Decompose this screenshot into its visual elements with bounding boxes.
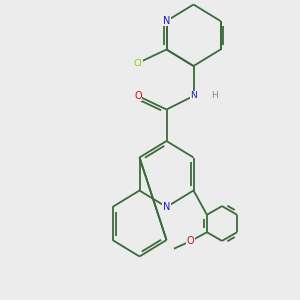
Text: H: H xyxy=(211,92,218,100)
Text: N: N xyxy=(163,16,170,26)
Text: Cl: Cl xyxy=(134,58,142,68)
Text: O: O xyxy=(134,91,142,101)
Text: N: N xyxy=(190,92,197,100)
Text: N: N xyxy=(163,202,170,212)
Text: O: O xyxy=(187,236,194,246)
